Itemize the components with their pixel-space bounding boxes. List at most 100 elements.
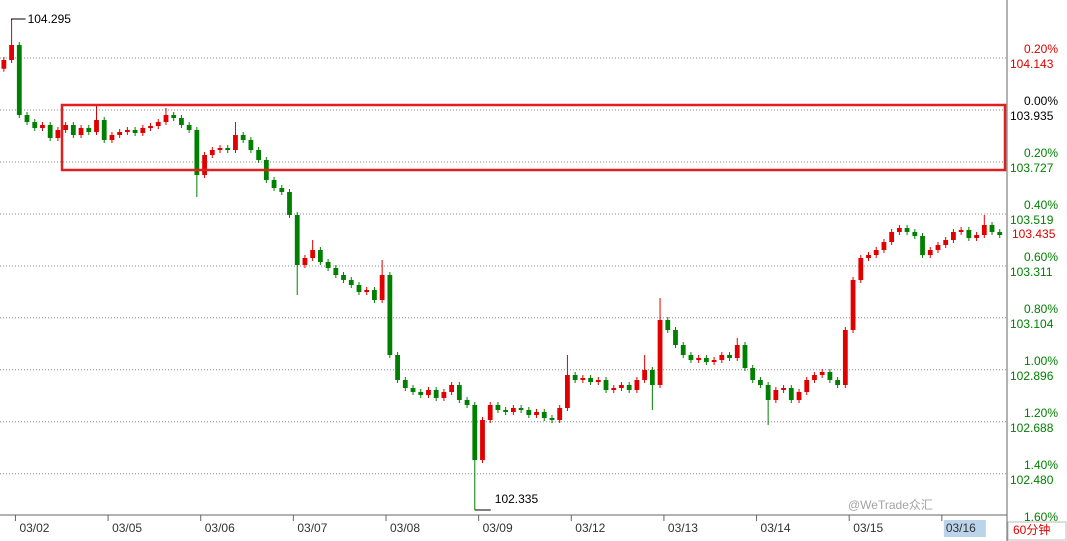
candle-body xyxy=(858,258,864,280)
candle-body xyxy=(225,148,231,150)
candle-body xyxy=(279,188,285,192)
high-label: 104.295 xyxy=(28,12,72,26)
candle-body xyxy=(804,380,810,392)
candle-body xyxy=(186,125,192,130)
candle-body xyxy=(673,330,678,345)
candle-body xyxy=(487,405,493,420)
candle-body xyxy=(464,400,470,405)
candle-body xyxy=(402,380,408,388)
candle-body xyxy=(896,228,902,232)
candle-body xyxy=(935,245,941,250)
candle-body xyxy=(827,372,833,380)
candle-body xyxy=(742,345,748,368)
candle-body xyxy=(333,268,339,275)
candle-body xyxy=(387,275,393,355)
x-tick-label: 03/09 xyxy=(483,521,513,535)
candle-body xyxy=(696,358,702,360)
period-label: 60分钟 xyxy=(1013,522,1050,537)
candle-body xyxy=(665,320,671,330)
candle-body xyxy=(163,115,169,122)
candle-body xyxy=(773,390,779,400)
candle-body xyxy=(410,388,416,392)
candles xyxy=(1,20,1003,510)
candle-body xyxy=(989,225,995,232)
x-tick-label: 03/13 xyxy=(668,521,698,535)
y-tick-label: 103.519 xyxy=(1010,213,1054,227)
candle-body xyxy=(356,285,362,292)
x-tick-label: 03/05 xyxy=(112,521,142,535)
candle-body xyxy=(966,230,972,238)
y-tick-label: 102.896 xyxy=(1010,369,1054,383)
candle-body xyxy=(765,385,771,400)
candle-body xyxy=(63,125,69,130)
watermark: @WeTrade众汇 xyxy=(848,498,933,512)
candle-body xyxy=(565,375,570,408)
candle-body xyxy=(889,232,895,242)
candle-body xyxy=(842,330,848,385)
candle-body xyxy=(595,380,601,382)
candle-body xyxy=(750,368,756,380)
y-tick-pct-label: 1.00% xyxy=(1024,354,1058,368)
candle-body xyxy=(364,290,370,292)
candle-body xyxy=(634,380,640,390)
candle-body xyxy=(294,215,300,265)
candle-body xyxy=(47,125,53,138)
candle-body xyxy=(703,358,709,362)
candle-body xyxy=(850,280,856,330)
candle-body xyxy=(325,262,331,268)
overlay: 104.295 102.335 103.435 @WeTrade众汇 60分钟 xyxy=(11,12,1067,541)
candle-body xyxy=(302,258,308,265)
candle-body xyxy=(835,380,841,385)
candle-body xyxy=(788,388,794,400)
candle-body xyxy=(456,385,462,400)
candle-body xyxy=(510,408,516,412)
candle-body xyxy=(372,290,377,300)
candle-body xyxy=(649,370,655,385)
candle-body xyxy=(812,375,817,380)
y-tick-label: 103.104 xyxy=(1010,317,1054,331)
y-tick-label: 102.480 xyxy=(1010,473,1054,487)
low-label: 102.335 xyxy=(495,492,539,506)
candle-body xyxy=(418,392,424,395)
candle-body xyxy=(734,345,740,358)
x-tick-label: 03/02 xyxy=(19,521,49,535)
x-tick-label: 03/16 xyxy=(946,521,976,535)
candle-body xyxy=(619,385,624,388)
candle-body xyxy=(472,405,478,460)
candle-body xyxy=(904,228,910,232)
candle-body xyxy=(572,375,578,380)
candle-body xyxy=(109,135,115,140)
candle-body xyxy=(155,122,161,126)
candle-body xyxy=(40,125,45,128)
candle-body xyxy=(912,232,918,236)
candle-body xyxy=(796,392,802,400)
candle-body xyxy=(426,390,431,395)
y-tick-pct-label: 1.60% xyxy=(1024,510,1058,524)
candle-body xyxy=(951,232,956,240)
candle-body xyxy=(70,125,76,135)
candle-body xyxy=(433,390,439,398)
candle-body xyxy=(873,250,879,255)
candle-body xyxy=(117,132,123,135)
candle-body xyxy=(86,128,92,132)
candle-body xyxy=(781,388,786,390)
y-tick-pct-label: 0.80% xyxy=(1024,302,1058,316)
candle-body xyxy=(124,130,130,132)
x-tick-label: 03/08 xyxy=(390,521,420,535)
candle-body xyxy=(688,355,694,360)
candle-body xyxy=(927,250,933,255)
high-leader xyxy=(11,18,26,20)
candle-body xyxy=(549,418,555,420)
candle-body xyxy=(943,240,949,245)
candle-body xyxy=(194,130,200,175)
candle-body xyxy=(233,135,238,150)
y-tick-pct-label: 0.00% xyxy=(1024,94,1058,108)
candle-body xyxy=(24,115,30,122)
grid xyxy=(0,57,1007,521)
candle-body xyxy=(626,385,632,390)
y-tick-label: 103.935 xyxy=(1010,109,1054,123)
x-tick-label: 03/07 xyxy=(297,521,327,535)
candle-body xyxy=(503,410,509,412)
candle-body xyxy=(94,120,99,132)
candle-body xyxy=(78,128,84,135)
